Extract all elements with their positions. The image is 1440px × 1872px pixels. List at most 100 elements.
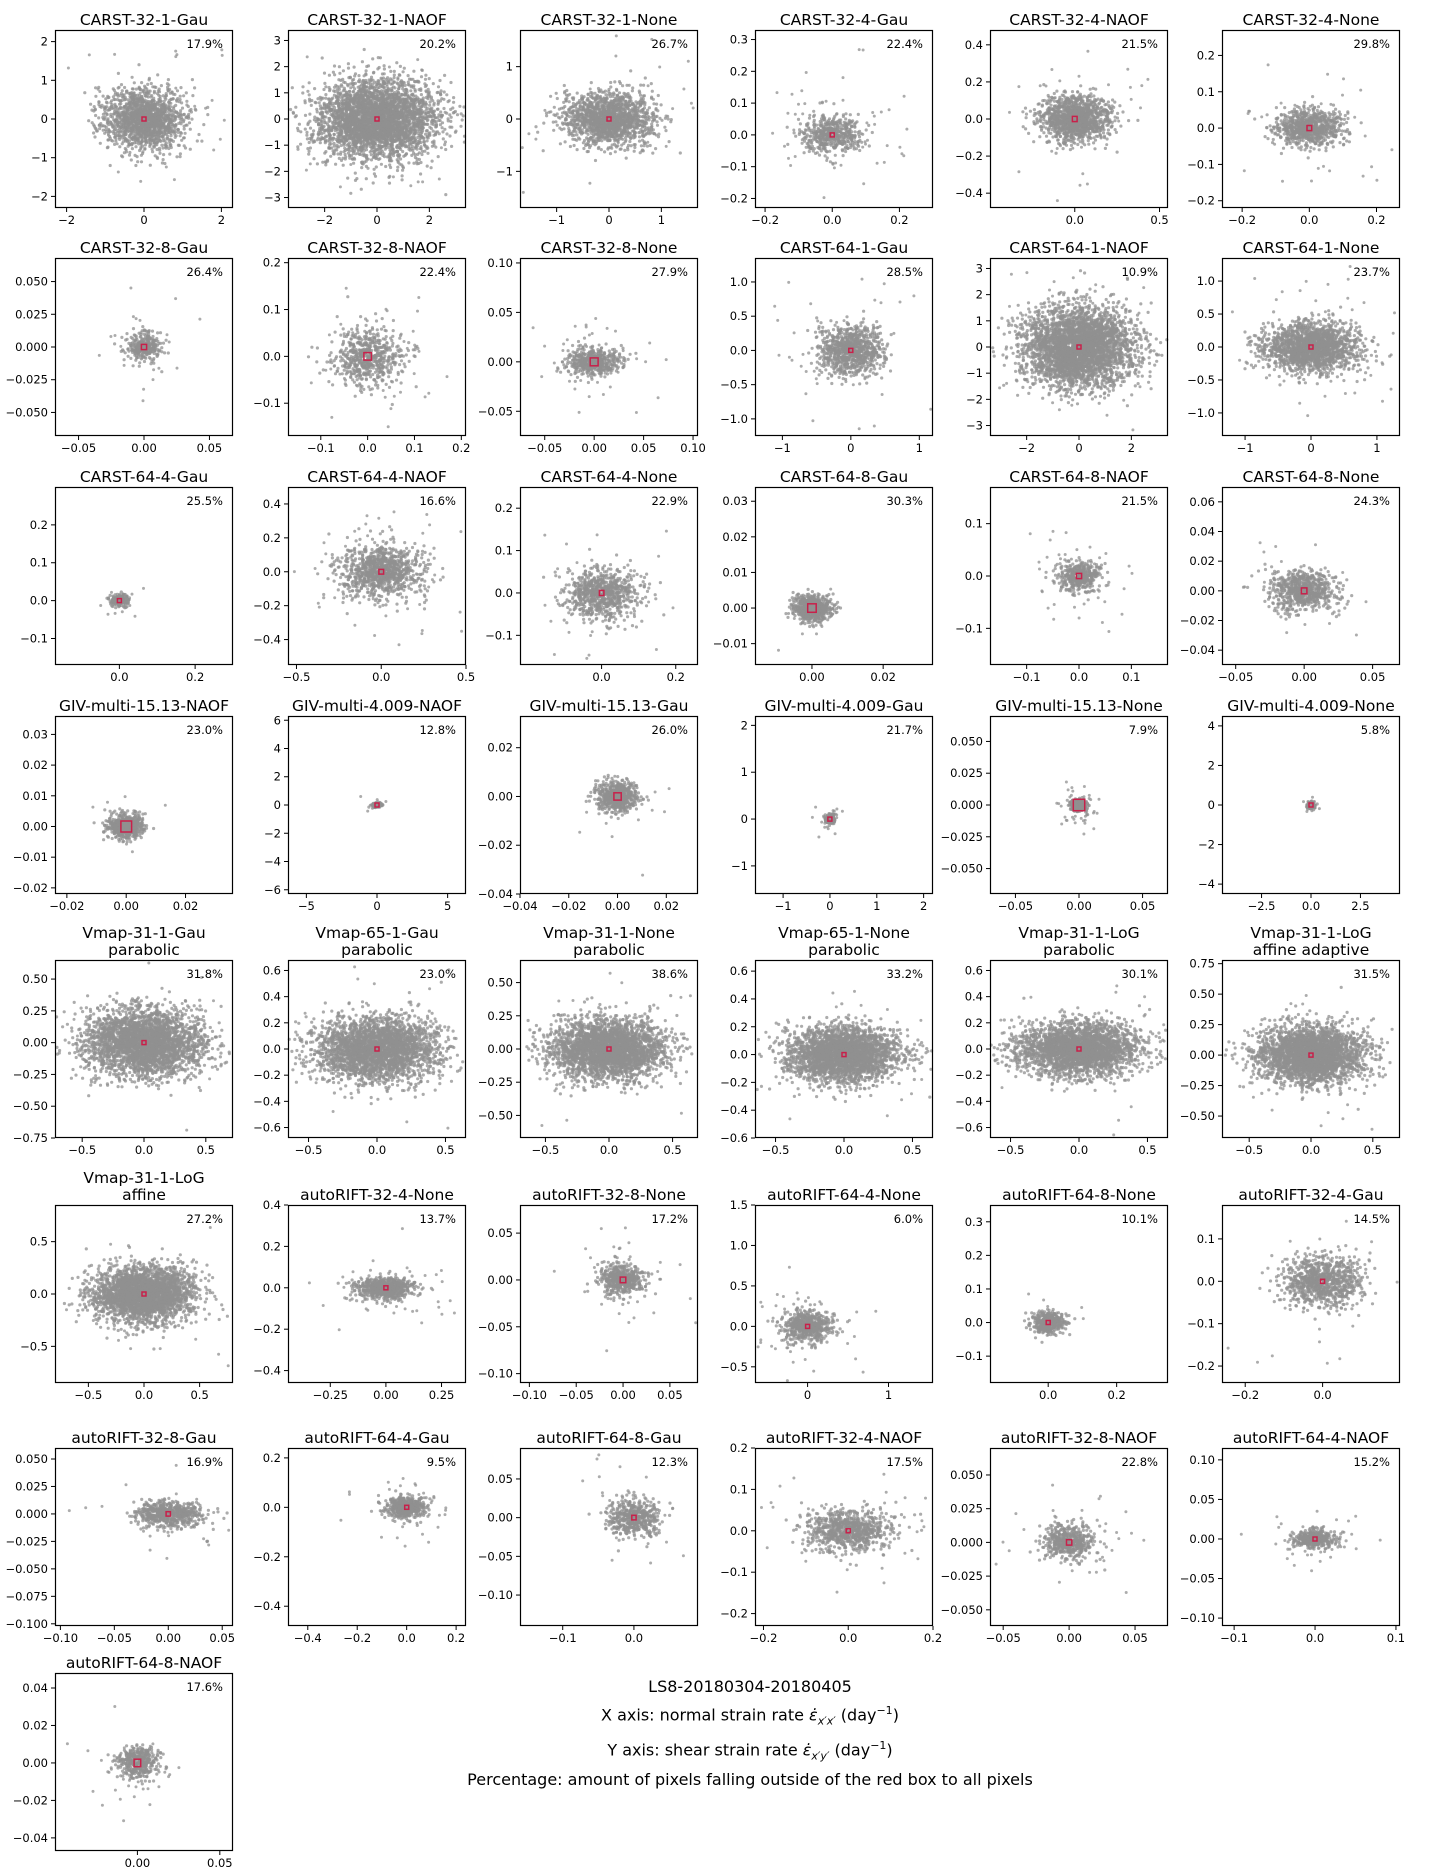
scatter-point: [141, 111, 145, 115]
scatter-point: [310, 98, 314, 103]
scatter-point: [169, 117, 173, 121]
scatter-point: [339, 138, 343, 142]
scatter-point: [108, 106, 112, 110]
scatter-point: [363, 122, 367, 126]
scatter-point: [119, 83, 124, 87]
x-tick-label: 2: [218, 213, 225, 227]
scatter-point: [94, 113, 98, 118]
scatter-point: [301, 91, 305, 95]
scatter-point: [334, 95, 338, 100]
scatter-point: [158, 99, 163, 103]
scatter-point: [167, 119, 172, 124]
scatter-point: [335, 148, 339, 152]
scatter-point: [140, 139, 144, 143]
scatter-point: [130, 98, 134, 102]
scatter-point: [171, 129, 175, 133]
scatter-point: [110, 103, 114, 107]
scatter-point: [94, 86, 98, 90]
scatter-point: [162, 123, 166, 127]
scatter-point: [128, 94, 132, 99]
scatter-point: [193, 104, 197, 108]
scatter-point: [372, 167, 376, 171]
scatter-point: [136, 130, 140, 134]
scatter-point: [93, 135, 97, 139]
scatter-point: [348, 76, 352, 80]
scatter-point: [384, 96, 388, 100]
scatter-point: [158, 94, 162, 98]
scatter-point: [324, 93, 328, 97]
scatter-point: [346, 102, 350, 106]
y-tick-label: 0: [41, 112, 48, 126]
scatter-point: [308, 119, 312, 123]
scatter-point: [182, 94, 186, 98]
scatter-point: [389, 69, 393, 73]
scatter-point: [365, 90, 369, 94]
scatter-point: [116, 170, 120, 174]
scatter-point: [341, 135, 345, 140]
scatter-point: [128, 150, 132, 155]
scatter-point: [412, 140, 416, 144]
scatter-point: [372, 172, 376, 176]
scatter-point: [141, 103, 145, 108]
scatter-point: [435, 107, 439, 111]
scatter-point: [98, 90, 102, 93]
scatter-point: [371, 57, 375, 61]
scatter-point: [323, 129, 327, 133]
scatter-point: [134, 163, 138, 168]
scatter-point: [377, 151, 382, 156]
scatter-point: [193, 86, 197, 90]
scatter-point: [449, 107, 453, 111]
scatter-point: [121, 129, 125, 133]
scatter-point: [104, 125, 108, 129]
scatter-point: [346, 82, 350, 87]
scatter-point: [322, 118, 326, 122]
scatter-point: [339, 143, 343, 148]
scatter-point: [402, 118, 406, 122]
scatter-point: [139, 179, 143, 183]
scatter-point: [141, 151, 145, 156]
scatter-point: [445, 132, 449, 136]
scatter-point: [342, 143, 346, 147]
scatter-point: [389, 153, 393, 157]
scatter-point: [156, 73, 160, 77]
scatter-point: [139, 97, 143, 101]
scatter-point: [147, 138, 151, 142]
scatter-point: [122, 93, 126, 97]
scatter-point: [356, 151, 360, 155]
scatter-point: [166, 78, 170, 82]
scatter-point: [184, 91, 188, 95]
scatter-point: [149, 124, 153, 128]
scatter-point: [423, 77, 428, 81]
scatter-point: [163, 115, 167, 119]
scatter-point: [130, 105, 134, 109]
scatter-point: [328, 142, 332, 147]
scatter-point: [335, 85, 339, 89]
scatter-point: [411, 106, 415, 110]
scatter-point: [412, 69, 416, 73]
scatter-point: [332, 132, 336, 136]
scatter-point: [92, 124, 96, 128]
scatter-point: [419, 160, 423, 165]
scatter-point: [318, 141, 322, 145]
scatter-point: [149, 114, 153, 117]
scatter-point: [168, 87, 172, 92]
scatter-point: [372, 149, 376, 153]
scatter-point: [396, 165, 400, 169]
scatter-point: [174, 123, 178, 127]
scatter-point: [123, 136, 127, 140]
scatter-point: [297, 122, 301, 126]
scatter-point: [411, 115, 415, 119]
scatter-point: [313, 100, 317, 104]
scatter-point: [391, 92, 395, 96]
scatter-point: [369, 153, 373, 157]
scatter-point: [118, 116, 122, 120]
scatter-point: [446, 117, 450, 121]
scatter-point: [359, 187, 363, 191]
scatter-point: [350, 149, 354, 153]
scatter-point: [210, 98, 214, 102]
scatter-point: [346, 66, 351, 70]
scatter-point: [161, 139, 165, 143]
scatter-point: [360, 166, 364, 170]
scatter-point: [95, 129, 99, 133]
